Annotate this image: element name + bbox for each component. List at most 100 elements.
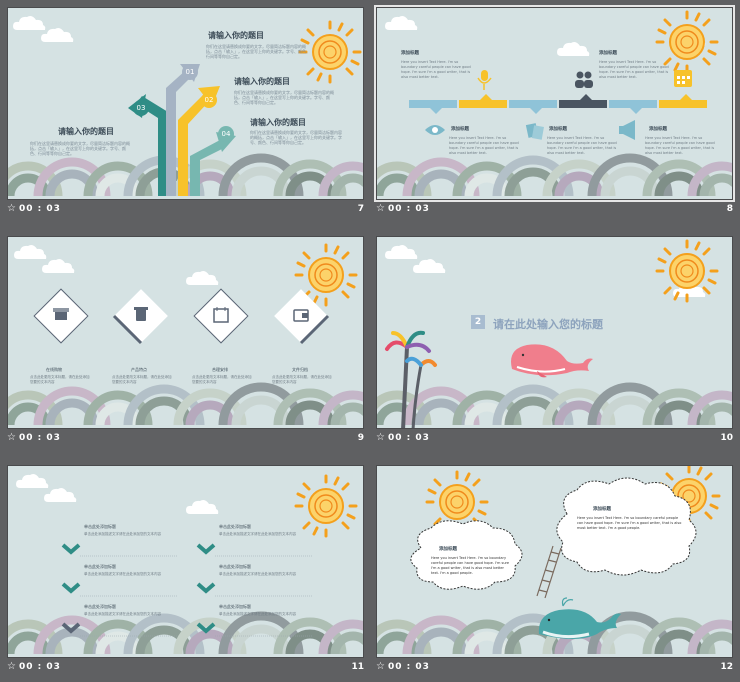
- body-text-4: 你们在这里请替换成你要的文字，尽量简洁标题内容的概括，点击「输入」，在这里写上你…: [30, 141, 130, 156]
- arrow-number-03: 03: [133, 100, 149, 116]
- cloud-icon: [557, 42, 590, 56]
- cards-icon: [525, 123, 544, 140]
- row-title-3: 单击此处添加标题: [84, 604, 116, 609]
- slide-info-9: ☆ 00 : 03 9: [7, 431, 364, 447]
- diamond-3: [193, 288, 249, 344]
- slide-number: 8: [726, 204, 733, 214]
- slide-thumbnail-10[interactable]: 2 请在此处输入您的标题 ☆ 00 : 03 10: [376, 236, 733, 449]
- diamond-4: [274, 289, 330, 345]
- slide-number: 9: [357, 433, 364, 443]
- star-icon[interactable]: ☆: [376, 432, 385, 443]
- label-1: 在线购物: [46, 367, 62, 372]
- sun-icon: [294, 474, 358, 538]
- label-3: 合理安排: [212, 367, 228, 372]
- label-text-3: 点击此处更改文本标题，请在此处添加您要的文本内容: [192, 375, 252, 384]
- heading-2: 请输入你的题目: [234, 77, 290, 86]
- slide-number: 12: [720, 662, 733, 672]
- cloud-title-1: 添加标题: [593, 507, 611, 512]
- slide-timing: 00 : 03: [388, 433, 430, 443]
- item-title-4: 添加标题: [549, 127, 567, 132]
- item-text-5: Here you insert Text Here. I'm so bounda…: [645, 136, 715, 155]
- body-text-3: 你们在这里请替换成你要的文字，尽量简洁标题内容的概括，点击「输入」，在这里写上你…: [250, 130, 342, 145]
- diamond-1: [33, 288, 89, 344]
- cloud-icon: [186, 500, 219, 514]
- heading-3: 请输入你的题目: [250, 118, 306, 127]
- label-2: 产品特点: [131, 367, 147, 372]
- slide-thumbnail-7[interactable]: 03 01 02 04 请输入你的题目 你们在这里请替换成你要的文字，尽量简洁标…: [7, 7, 364, 220]
- row-title-1: 单击此处添加标题: [84, 524, 116, 529]
- cloud-icon: [556, 477, 697, 576]
- star-icon[interactable]: ☆: [7, 203, 16, 214]
- row-title-5: 单击此处添加标题: [219, 564, 251, 569]
- slide-12-canvas: 添加标题 Here you insert Text Here. I'm so b…: [376, 465, 733, 658]
- item-title-5: 添加标题: [649, 127, 667, 132]
- label-text-4: 点击此处更改文本标题，请在此处添加您要的文本内容: [272, 375, 332, 384]
- star-icon[interactable]: ☆: [376, 661, 385, 672]
- slide-12-graphics: [377, 466, 733, 658]
- label-text-2: 点击此处更改文本标题，请在此处添加您要的文本内容: [112, 375, 172, 384]
- cloud-text-1: Here you insert Text Here. I'm so bounda…: [577, 516, 682, 530]
- row-title-4: 单击此处添加标题: [219, 524, 251, 529]
- calendar-icon: [213, 307, 229, 323]
- slide-number: 10: [720, 433, 733, 443]
- arrow-number-02: 02: [201, 92, 217, 108]
- cloud-icon: [410, 520, 523, 590]
- chevron-down-icon: [61, 543, 216, 634]
- slide-thumbnail-12[interactable]: 添加标题 Here you insert Text Here. I'm so b…: [376, 465, 733, 678]
- item-text-3: Here you insert Text Here. I'm so bounda…: [449, 136, 519, 155]
- slide-thumbnail-8[interactable]: 添加标题 Here you insert Text Here. I'm so b…: [374, 5, 735, 220]
- slide-10-canvas: 2 请在此处输入您的标题: [376, 236, 733, 429]
- row-text-3: 单击此处添加描述文字请在此处添加您的文本内容: [84, 612, 161, 616]
- people-icon: [575, 71, 593, 88]
- cloud-icon: [42, 259, 75, 273]
- star-icon[interactable]: ☆: [7, 661, 16, 672]
- slide-11-canvas: 单击此处添加标题 单击此处添加描述文字请在此处添加您的文本内容 单击此处添加标题…: [7, 465, 364, 658]
- slide-9-canvas: 在线购物 点击此处更改文本标题，请在此处添加您要的文本内容 产品特点 点击此处更…: [7, 236, 364, 429]
- whale-icon: [511, 344, 593, 378]
- slide-timing: 00 : 03: [388, 662, 430, 672]
- cloud-title-2: 添加标题: [439, 547, 457, 552]
- whale-icon: [538, 597, 621, 639]
- eye-icon: [425, 125, 445, 135]
- slide-info-8: ☆ 00 : 03 8: [376, 202, 733, 218]
- microphone-icon: [477, 70, 492, 90]
- slide-9-graphics: [8, 243, 364, 429]
- slide-timing: 00 : 03: [388, 204, 430, 214]
- slide-number: 11: [351, 662, 364, 672]
- diamond-2: [112, 289, 168, 345]
- row-text-6: 单击此处添加描述文字请在此处添加您的文本内容: [219, 612, 296, 616]
- cloud-icon: [41, 28, 74, 42]
- body-text-2: 你们在这里请替换成你要的文字，尽量简洁标题内容的概括，点击「输入」，在这里写上你…: [234, 90, 334, 105]
- cloud-icon: [44, 488, 77, 502]
- item-title-3: 添加标题: [451, 127, 469, 132]
- cloud-icon: [16, 474, 49, 488]
- item-title-2: 添加标题: [599, 51, 617, 56]
- star-icon[interactable]: ☆: [7, 432, 16, 443]
- slide-info-10: ☆ 00 : 03 10: [376, 431, 733, 447]
- row-title-6: 单击此处添加标题: [219, 604, 251, 609]
- row-text-2: 单击此处添加描述文字请在此处添加您的文本内容: [84, 572, 161, 576]
- calendar-icon: [674, 70, 692, 87]
- cloud-icon: [13, 16, 46, 30]
- slide-7-canvas: 03 01 02 04 请输入你的题目 你们在这里请替换成你要的文字，尽量简洁标…: [7, 7, 364, 200]
- slide-timing: 00 : 03: [19, 204, 61, 214]
- arrow-number-01: 01: [182, 64, 198, 80]
- arrow-number-04: 04: [218, 126, 234, 142]
- slide-number: 7: [357, 204, 364, 214]
- section-number-badge: 2: [471, 315, 485, 329]
- heading-4: 请输入你的题目: [58, 127, 114, 136]
- slide-thumbnail-11[interactable]: 单击此处添加标题 单击此处添加描述文字请在此处添加您的文本内容 单击此处添加标题…: [7, 465, 364, 678]
- item-title-1: 添加标题: [401, 51, 419, 56]
- wallet-icon: [293, 309, 309, 322]
- slide-10-graphics: [377, 239, 733, 428]
- row-text-5: 单击此处添加描述文字请在此处添加您的文本内容: [219, 572, 296, 576]
- cloud-icon: [413, 259, 446, 273]
- slide-info-11: ☆ 00 : 03 11: [7, 660, 364, 676]
- section-title: 请在此处输入您的标题: [493, 318, 603, 331]
- heading-1: 请输入你的题目: [208, 31, 264, 40]
- slide-11-graphics: [8, 474, 364, 658]
- cloud-text-2: Here you insert Text Here. I'm so bounda…: [431, 556, 510, 575]
- star-icon[interactable]: ☆: [376, 203, 385, 214]
- slide-thumbnail-9[interactable]: 在线购物 点击此处更改文本标题，请在此处添加您要的文本内容 产品特点 点击此处更…: [7, 236, 364, 449]
- slide-8-graphics: [377, 10, 733, 200]
